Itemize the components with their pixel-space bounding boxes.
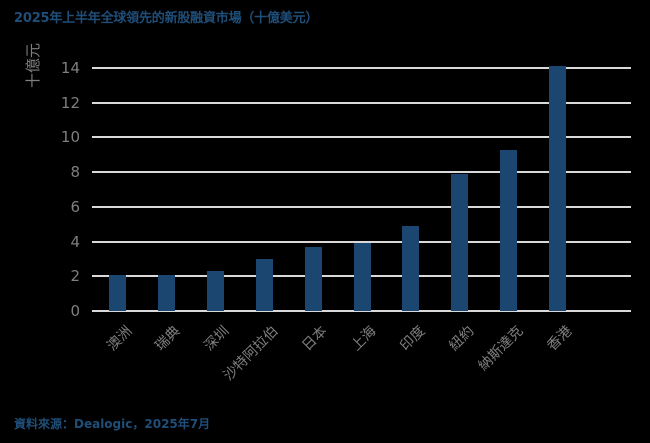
x-tick-label: 瑞典 xyxy=(152,323,184,355)
bar-2 xyxy=(206,271,224,311)
chart-title: 2025年上半年全球領先的新股融資市場（十億美元） xyxy=(14,11,319,26)
bar-4 xyxy=(304,246,322,311)
y-tick-label: 14 xyxy=(60,59,80,77)
gridline xyxy=(92,101,631,104)
gridline xyxy=(92,67,631,69)
x-tick-label: 印度 xyxy=(397,323,429,355)
y-tick-label: 2 xyxy=(70,267,80,286)
bar-9 xyxy=(549,66,567,311)
bar-1 xyxy=(157,274,175,311)
bar-0 xyxy=(109,274,126,311)
x-tick-label: 上海 xyxy=(348,323,380,355)
bar-3 xyxy=(255,258,273,311)
bar-5 xyxy=(353,243,371,311)
x-tick-label: 澳洲 xyxy=(103,323,135,355)
gridline xyxy=(92,310,631,312)
y-tick-label: 0 xyxy=(70,302,80,320)
bar-6 xyxy=(402,225,420,311)
y-tick-label: 10 xyxy=(60,128,80,147)
gridline xyxy=(92,205,631,208)
bar-8 xyxy=(500,149,518,311)
x-tick-label: 日本 xyxy=(299,323,331,355)
y-tick-label: 12 xyxy=(60,93,80,112)
bar-7 xyxy=(451,173,469,311)
y-tick-label: 8 xyxy=(70,163,80,182)
gridline xyxy=(92,136,631,139)
gridline xyxy=(92,240,631,243)
x-tick-label: 納斯達克 xyxy=(475,323,527,375)
x-tick-label: 紐約 xyxy=(446,323,478,355)
y-tick-label: 4 xyxy=(70,232,80,251)
y-tick-label: 6 xyxy=(70,197,80,216)
gridline xyxy=(92,171,631,174)
x-tick-label: 深圳 xyxy=(201,323,233,355)
x-tick-label: 香港 xyxy=(543,323,576,355)
source-note: 資料來源：Dealogic，2025年7月 xyxy=(14,417,211,431)
